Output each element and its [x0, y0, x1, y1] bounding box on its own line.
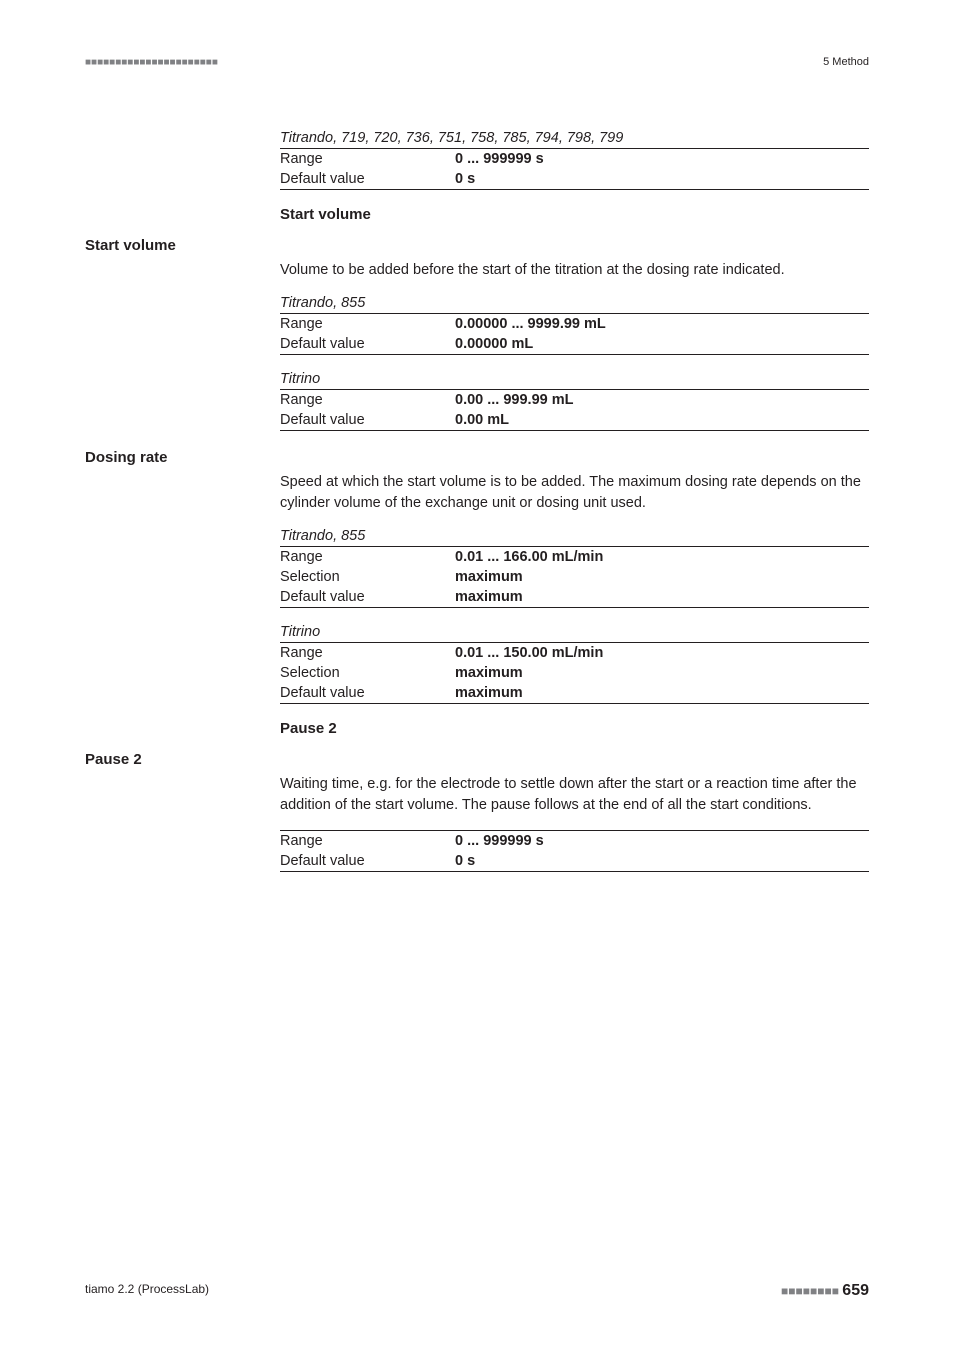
table-cell-label: Default value [280, 169, 455, 190]
table-cell-label: Default value [280, 410, 455, 431]
sv-g1-italic: Titrando, 855 [280, 295, 869, 311]
dosing-rate-para: Speed at which the start volume is to be… [280, 472, 869, 514]
table-cell-label: Selection [280, 567, 455, 587]
dosing-rate-body: Speed at which the start volume is to be… [280, 472, 869, 704]
pause2-para: Waiting time, e.g. for the electrode to … [280, 774, 869, 816]
table-cell-value: maximum [455, 683, 869, 704]
table-cell-label: Range [280, 149, 455, 170]
table-cell-label: Range [280, 547, 455, 568]
table-cell-value: 0 s [455, 169, 869, 190]
table-cell-value: 0 ... 999999 s [455, 831, 869, 852]
table-cell-label: Default value [280, 587, 455, 608]
table-cell-label: Default value [280, 334, 455, 355]
pause2-heading-wrap: Pause 2 [280, 720, 869, 737]
start-volume-side-label: Start volume [85, 235, 280, 254]
table-cell-value: 0.00000 mL [455, 334, 869, 355]
start-volume-para: Volume to be added before the start of t… [280, 260, 869, 281]
pause2-table: Range 0 ... 999999 s Default value 0 s [280, 830, 869, 872]
dr-g2-table: Range 0.01 ... 150.00 mL/min Selection m… [280, 642, 869, 704]
table-cell-value: maximum [455, 663, 869, 683]
table-cell-label: Selection [280, 663, 455, 683]
header-dashes: ■■■■■■■■■■■■■■■■■■■■■■ [85, 57, 218, 68]
table-cell-value: maximum [455, 587, 869, 608]
dosing-rate-row: Dosing rate [85, 447, 869, 466]
sv-g2-italic: Titrino [280, 371, 869, 387]
footer-right: ■■■■■■■■ 659 [781, 1282, 869, 1300]
dr-g2-italic: Titrino [280, 624, 869, 640]
table-cell-value: 0.01 ... 166.00 mL/min [455, 547, 869, 568]
dr-g1-italic: Titrando, 855 [280, 528, 869, 544]
footer-left: tiamo 2.2 (ProcessLab) [85, 1282, 209, 1300]
content-area: Titrando, 719, 720, 736, 751, 758, 785, … [85, 130, 869, 888]
table-cell-label: Default value [280, 683, 455, 704]
pause2-heading: Pause 2 [280, 720, 869, 737]
titrando-list-block: Titrando, 719, 720, 736, 751, 758, 785, … [280, 130, 869, 190]
table-cell-label: Range [280, 831, 455, 852]
pause2-body: Waiting time, e.g. for the electrode to … [280, 774, 869, 872]
pause2-row: Pause 2 [85, 749, 869, 768]
table-cell-value: maximum [455, 567, 869, 587]
sv-g1-table: Range 0.00000 ... 9999.99 mL Default val… [280, 313, 869, 355]
start-volume-row: Start volume [85, 235, 869, 254]
table-cell-value: 0 ... 999999 s [455, 149, 869, 170]
table-cell-label: Range [280, 390, 455, 411]
dosing-rate-side-label: Dosing rate [85, 447, 280, 466]
sv-g2-table: Range 0.00 ... 999.99 mL Default value 0… [280, 389, 869, 431]
table-cell-value: 0.01 ... 150.00 mL/min [455, 643, 869, 664]
header-section: 5 Method [823, 56, 869, 68]
table-cell-label: Range [280, 643, 455, 664]
table-cell-value: 0 s [455, 851, 869, 872]
footer-page-number: 659 [842, 1282, 869, 1299]
table-cell-value: 0.00000 ... 9999.99 mL [455, 314, 869, 335]
pause2-side-label: Pause 2 [85, 749, 280, 768]
table-cell-label: Default value [280, 851, 455, 872]
page-header: ■■■■■■■■■■■■■■■■■■■■■■ 5 Method [85, 56, 869, 68]
dr-g1-table: Range 0.01 ... 166.00 mL/min Selection m… [280, 546, 869, 608]
start-volume-body: Volume to be added before the start of t… [280, 260, 869, 431]
start-volume-heading-wrap: Start volume [280, 206, 869, 223]
table-cell-label: Range [280, 314, 455, 335]
page-footer: tiamo 2.2 (ProcessLab) ■■■■■■■■ 659 [85, 1282, 869, 1300]
table-cell-value: 0.00 mL [455, 410, 869, 431]
table-cell-value: 0.00 ... 999.99 mL [455, 390, 869, 411]
titrando-list-table: Range 0 ... 999999 s Default value 0 s [280, 148, 869, 190]
footer-dashes: ■■■■■■■■ [781, 1284, 839, 1298]
titrando-list-italic: Titrando, 719, 720, 736, 751, 758, 785, … [280, 130, 869, 146]
start-volume-heading: Start volume [280, 206, 869, 223]
